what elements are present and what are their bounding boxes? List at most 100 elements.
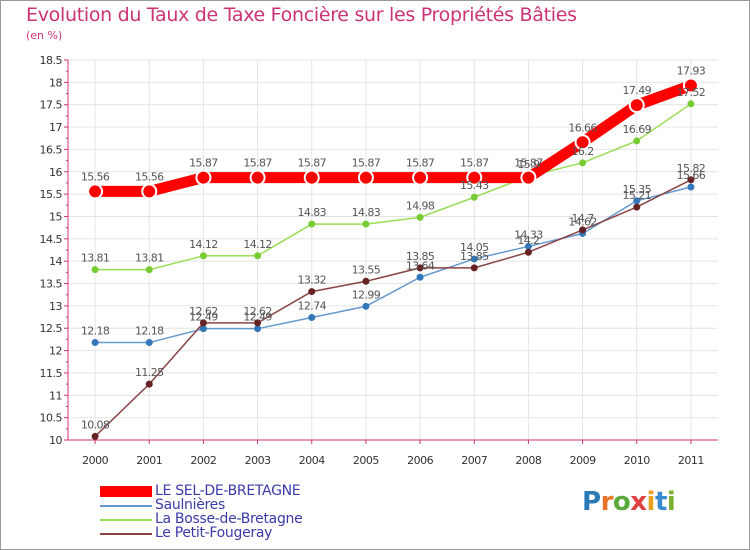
x-tick-label: 2003	[245, 454, 271, 467]
data-point-la-bosse-de-bretagne	[91, 266, 99, 274]
data-label-le-sel-de-bretagne: 17.93	[677, 64, 706, 77]
data-point-le-petit-fougeray	[362, 277, 370, 285]
legend-item-le-petit-fougeray: Le Petit-Fougeray	[100, 525, 360, 541]
data-label-la-bosse-de-bretagne: 14.12	[243, 238, 272, 251]
data-point-le-petit-fougeray	[579, 226, 587, 234]
data-label-saulnieres: 12.18	[135, 325, 164, 338]
proxiti-logo: Proxiti	[582, 487, 676, 517]
data-label-saulnieres: 13.64	[406, 259, 435, 272]
y-tick-label: 12	[49, 345, 62, 358]
data-label-le-petit-fougeray: 15.21	[623, 189, 652, 202]
data-point-le-sel-de-bretagne	[412, 169, 429, 186]
data-label-la-bosse-de-bretagne: 13.81	[135, 252, 164, 265]
legend-swatch	[100, 486, 152, 497]
data-label-le-sel-de-bretagne: 15.87	[243, 157, 272, 170]
data-point-saulnieres	[362, 302, 370, 310]
x-tick-label: 2000	[82, 454, 108, 467]
x-tick-label: 2005	[353, 454, 379, 467]
data-point-la-bosse-de-bretagne	[687, 100, 695, 108]
y-tick-label: 18.5	[40, 54, 63, 67]
data-label-saulnieres: 14.62	[568, 215, 597, 228]
data-label-le-sel-de-bretagne: 15.56	[135, 170, 164, 183]
data-point-le-sel-de-bretagne	[195, 169, 212, 186]
data-point-le-sel-de-bretagne	[520, 169, 537, 186]
x-axis-ticks: 2000 2001 2002 2003 2004 2005 2006 2007 2008 2009…	[82, 454, 704, 467]
x-tick-label: 2002	[190, 454, 216, 467]
data-point-le-petit-fougeray	[524, 248, 532, 256]
logo-letter: x	[630, 487, 647, 517]
data-point-le-sel-de-bretagne	[466, 169, 483, 186]
logo-letter: i	[666, 487, 676, 517]
data-label-le-petit-fougeray: 10.08	[81, 418, 110, 431]
y-tick-label: 10	[49, 434, 62, 447]
data-label-le-petit-fougeray: 13.55	[352, 263, 381, 276]
y-tick-label: 16	[49, 166, 62, 179]
data-point-le-petit-fougeray	[254, 319, 262, 327]
y-tick-label: 18	[49, 76, 62, 89]
chart-title: Evolution du Taux de Taxe Foncière sur l…	[26, 4, 577, 26]
data-point-la-bosse-de-bretagne	[633, 137, 641, 145]
data-label-le-sel-de-bretagne: 15.87	[460, 157, 489, 170]
legend-item-le-sel-de-bretagne: LE SEL-DE-BRETAGNE	[100, 483, 360, 499]
data-label-saulnieres: 12.49	[189, 311, 218, 324]
data-point-le-sel-de-bretagne	[628, 97, 645, 114]
data-point-la-bosse-de-bretagne	[579, 159, 587, 167]
data-label-la-bosse-de-bretagne: 15.9	[517, 158, 540, 171]
data-point-saulnieres	[416, 273, 424, 281]
legend-label: Le Petit-Fougeray	[155, 525, 273, 541]
data-label-le-petit-fougeray: 13.32	[298, 274, 327, 287]
y-tick-label: 15	[49, 210, 62, 223]
data-label-le-petit-fougeray: 15.82	[677, 162, 706, 175]
y-tick-label: 16.5	[40, 143, 63, 156]
data-point-la-bosse-de-bretagne	[362, 220, 370, 228]
y-tick-label: 10.5	[40, 412, 63, 425]
data-point-la-bosse-de-bretagne	[199, 252, 207, 260]
data-label-la-bosse-de-bretagne: 14.12	[189, 238, 218, 251]
x-tick-label: 2007	[461, 454, 487, 467]
data-label-le-sel-de-bretagne: 15.87	[298, 157, 327, 170]
data-point-le-sel-de-bretagne	[249, 169, 266, 186]
data-label-la-bosse-de-bretagne: 14.98	[406, 199, 435, 212]
grid	[68, 59, 718, 441]
y-unit-label: (en %)	[26, 29, 63, 42]
data-label-le-petit-fougeray: 12.62	[189, 305, 218, 318]
data-label-le-sel-de-bretagne: 17.49	[623, 84, 652, 97]
legend-swatch	[100, 505, 152, 507]
data-point-saulnieres	[687, 183, 695, 191]
data-label-saulnieres: 14.33	[514, 228, 543, 241]
data-label-saulnieres: 14.05	[460, 241, 489, 254]
x-tick-label: 2008	[515, 454, 541, 467]
logo-letter: i	[646, 487, 656, 517]
y-tick-label: 13.5	[40, 278, 63, 291]
data-label-le-petit-fougeray: 14.7	[572, 212, 595, 225]
data-label-la-bosse-de-bretagne: 17.52	[677, 86, 706, 99]
data-point-le-sel-de-bretagne	[141, 183, 158, 200]
y-tick-label: 15.5	[40, 188, 63, 201]
logo-letter: t	[654, 487, 667, 517]
data-label-la-bosse-de-bretagne: 16.69	[623, 123, 652, 136]
axes	[64, 59, 718, 444]
data-label-la-bosse-de-bretagne: 16.2	[572, 145, 594, 158]
data-point-le-petit-fougeray	[199, 319, 207, 327]
y-tick-label: 13	[49, 300, 62, 313]
y-tick-label: 14	[49, 255, 62, 268]
x-tick-label: 2001	[136, 454, 162, 467]
data-label-saulnieres: 12.99	[352, 288, 381, 301]
logo-letter: r	[600, 487, 614, 517]
legend-label: Saulnières	[155, 497, 225, 513]
data-point-le-petit-fougeray	[145, 380, 153, 388]
data-label-le-sel-de-bretagne: 15.87	[189, 157, 218, 170]
data-point-saulnieres	[524, 242, 532, 250]
data-label-saulnieres: 15.66	[677, 169, 706, 182]
data-point-le-sel-de-bretagne	[303, 169, 320, 186]
y-tick-label: 11.5	[40, 367, 63, 380]
data-point-le-sel-de-bretagne	[357, 169, 374, 186]
data-point-la-bosse-de-bretagne	[308, 220, 316, 228]
legend: LE SEL-DE-BRETAGNE Saulnières La Bosse-d…	[100, 483, 360, 541]
data-label-saulnieres: 12.49	[243, 311, 272, 324]
y-tick-label: 11	[49, 389, 62, 402]
data-point-le-petit-fougeray	[416, 264, 424, 272]
data-point-saulnieres	[470, 255, 478, 263]
data-label-le-sel-de-bretagne: 15.87	[352, 157, 381, 170]
